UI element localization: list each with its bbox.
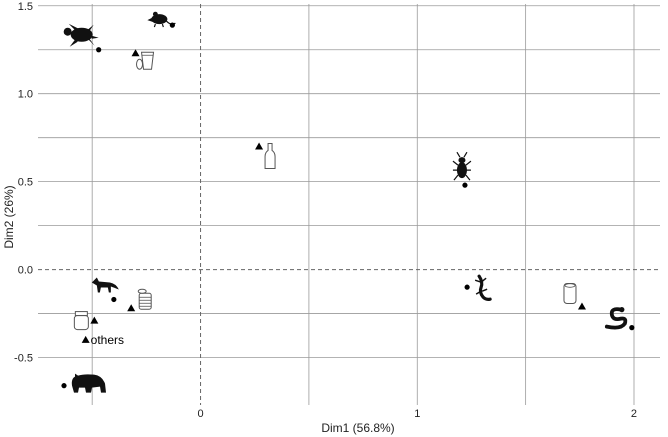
jar-icon (73, 311, 89, 331)
grid (38, 4, 660, 405)
points: others (61, 22, 635, 389)
y-axis-title: Dim2 (26%) (2, 185, 16, 248)
point-marker-circle (111, 296, 117, 303)
lizard-icon (474, 274, 492, 302)
point-marker-circle (169, 22, 175, 28)
bear-icon (71, 373, 107, 393)
point-marker-circle (96, 47, 102, 53)
point-marker-circle (61, 383, 67, 389)
point-marker-circle (464, 284, 470, 290)
point-marker-triangle (90, 316, 99, 324)
beetle-icon (452, 151, 472, 181)
x-tick-label: 1 (414, 408, 420, 420)
y-tick-label: 1.0 (18, 89, 33, 101)
y-tick-label: -0.5 (14, 353, 33, 365)
mouse-icon (147, 11, 176, 28)
icons (63, 11, 628, 393)
point-marker-triangle (81, 335, 90, 343)
snake-icon (604, 307, 628, 330)
x-tick-label: 0 (197, 408, 203, 420)
point-label: others (91, 333, 124, 347)
point-marker-triangle (255, 142, 264, 150)
soda-can-icon (563, 283, 577, 305)
point-marker-circle (462, 182, 468, 188)
cup-icon (136, 51, 155, 70)
tin-can-icon (137, 288, 152, 310)
point-marker-triangle (577, 302, 586, 310)
x-axis-title: Dim1 (56.8%) (321, 421, 394, 435)
fox-icon (91, 277, 119, 293)
turtle-icon (63, 23, 99, 47)
bottle-icon (264, 142, 276, 169)
reference-lines (38, 4, 660, 405)
x-tick-label: 2 (631, 408, 637, 420)
tick-labels: 0 1 2 -0.5 0.0 0.5 1.0 1.5 (14, 1, 637, 420)
point-marker-triangle (127, 304, 136, 312)
y-tick-label: 1.5 (18, 1, 33, 13)
point-marker-triangle (131, 49, 140, 57)
y-tick-label: 0.0 (18, 265, 33, 277)
point-marker-circle (629, 325, 635, 331)
y-tick-label: 0.5 (18, 177, 33, 189)
